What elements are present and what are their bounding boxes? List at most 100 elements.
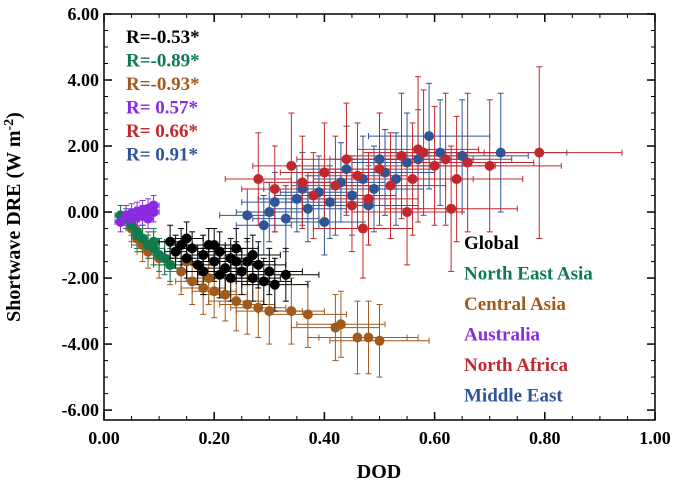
y-tick-label: 0.00: [68, 202, 100, 222]
legend: Global North East Asia Central Asia Austral…: [464, 233, 593, 407]
x-axis-title: DOD: [357, 461, 401, 483]
legend-entry: Australia: [464, 325, 541, 346]
point-global: [209, 256, 220, 267]
point-central-asia: [231, 296, 242, 307]
point-middle-east: [391, 174, 402, 185]
legend-entry: North Africa: [464, 355, 568, 376]
legend-entry: North East Asia: [464, 264, 593, 285]
point-global: [247, 249, 258, 260]
point-global: [269, 279, 280, 290]
y-tick-label: -6.00: [62, 400, 100, 420]
point-global: [231, 256, 242, 267]
point-north-africa: [402, 207, 413, 218]
point-north-africa: [374, 164, 385, 175]
point-global: [247, 273, 258, 284]
point-north-africa: [413, 144, 424, 155]
point-global: [214, 269, 225, 280]
point-middle-east: [457, 150, 468, 161]
x-tick-label: 0.80: [529, 428, 561, 448]
point-middle-east: [291, 193, 302, 204]
point-central-asia: [198, 282, 209, 293]
point-central-asia: [264, 306, 275, 317]
point-global: [209, 240, 220, 251]
y-tick-label: -2.00: [62, 268, 100, 288]
x-tick-label: 0.60: [419, 428, 451, 448]
point-central-asia: [286, 306, 297, 317]
point-central-asia: [209, 286, 220, 297]
point-middle-east: [424, 131, 435, 142]
point-global: [176, 240, 187, 251]
point-middle-east: [402, 157, 413, 168]
point-north-east-asia: [165, 259, 176, 270]
point-middle-east: [264, 207, 275, 218]
point-global: [214, 246, 225, 257]
point-middle-east: [435, 147, 446, 158]
data-points-layer: [115, 131, 545, 346]
x-tick-label: 0.00: [88, 428, 120, 448]
point-central-asia: [242, 299, 253, 310]
point-global: [280, 269, 291, 280]
point-global: [198, 266, 209, 277]
point-north-africa: [308, 190, 319, 201]
point-global: [231, 243, 242, 254]
point-middle-east: [324, 197, 335, 208]
point-north-africa: [451, 174, 462, 185]
point-central-asia: [220, 289, 231, 300]
correlation-stats: R=-0.53* R=-0.89*R=-0.93* R= 0.57*R= 0.66*…: [126, 27, 200, 166]
point-north-africa: [363, 193, 374, 204]
y-axis-title-exponent: -2: [2, 119, 17, 131]
point-central-asia: [352, 332, 363, 343]
point-middle-east: [280, 213, 291, 224]
point-global: [242, 256, 253, 267]
point-middle-east: [302, 203, 313, 214]
legend-entry: Central Asia: [464, 294, 566, 315]
point-middle-east: [368, 183, 379, 194]
point-global: [220, 263, 231, 274]
point-north-africa: [429, 160, 440, 171]
correlation-stat: R= 0.91*: [126, 145, 198, 166]
point-north-africa: [484, 160, 495, 171]
point-north-africa: [462, 157, 473, 168]
point-north-africa: [330, 180, 341, 191]
point-central-asia: [363, 332, 374, 343]
point-north-africa: [407, 174, 418, 185]
correlation-stat: R=-0.89*: [126, 51, 200, 72]
point-north-africa: [396, 150, 407, 161]
point-central-asia: [330, 322, 341, 333]
y-tick-label: -4.00: [62, 334, 100, 354]
point-global: [170, 246, 181, 257]
point-middle-east: [374, 154, 385, 165]
point-global: [198, 249, 209, 260]
y-tick-label: 6.00: [68, 4, 100, 24]
point-global: [258, 276, 269, 287]
point-global: [236, 266, 247, 277]
point-north-east-asia: [132, 230, 143, 241]
point-north-africa: [269, 183, 280, 194]
point-north-africa: [253, 174, 264, 185]
point-north-africa: [534, 147, 545, 158]
correlation-stat: R=-0.93*: [126, 74, 200, 95]
point-north-east-asia: [159, 253, 170, 264]
point-central-asia: [374, 335, 385, 346]
point-middle-east: [413, 154, 424, 165]
point-middle-east: [242, 210, 253, 221]
y-tick-label: 2.00: [68, 136, 100, 156]
point-central-asia: [187, 276, 198, 287]
x-axis-ticks: 0.00 0.20 0.40 0.60 0.80 1.00: [88, 14, 671, 448]
y-axis-ticks: 6.00 4.00 2.00 0.00 -2.00 -4.00 -6.00: [62, 4, 655, 420]
point-central-asia: [302, 309, 313, 320]
point-australia: [143, 213, 154, 224]
x-tick-label: 0.20: [198, 428, 230, 448]
point-north-africa: [385, 180, 396, 191]
point-north-africa: [346, 200, 357, 211]
legend-entry: Global: [464, 233, 519, 254]
point-australia: [126, 208, 137, 219]
point-global: [253, 259, 264, 270]
point-north-africa: [446, 203, 457, 214]
correlation-stat: R= 0.66*: [126, 121, 198, 142]
point-global: [192, 259, 203, 270]
point-north-africa: [341, 154, 352, 165]
point-middle-east: [495, 147, 506, 158]
point-north-africa: [297, 177, 308, 188]
